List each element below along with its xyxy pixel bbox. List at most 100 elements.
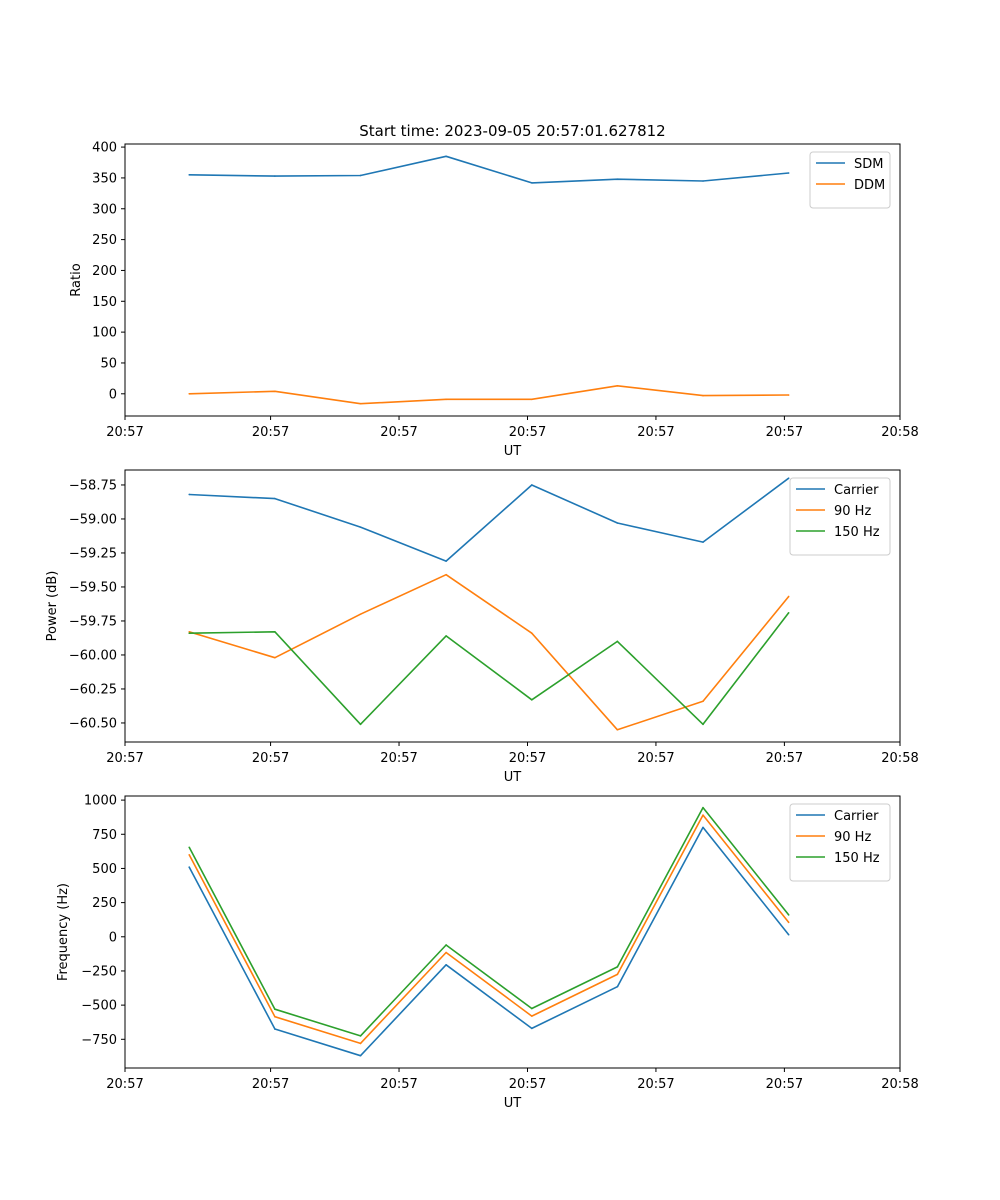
frequency-x-tick-label: 20:57 <box>637 1077 674 1092</box>
ratio-data-point <box>616 384 619 387</box>
power-legend-label: 150 Hz <box>834 525 880 540</box>
ratio-y-tick-label: 50 <box>100 356 117 371</box>
ratio-x-tick-label: 20:57 <box>637 425 674 440</box>
frequency-data-point <box>702 826 704 829</box>
power-x-tick-label: 20:57 <box>766 751 803 766</box>
frequency-data-point <box>702 814 704 816</box>
power-data-point <box>787 595 790 598</box>
frequency-series-carrier-line <box>188 826 790 1057</box>
power-data-point <box>530 699 533 701</box>
ratio-data-point <box>188 174 191 176</box>
power-series-90-hz-line <box>188 573 790 731</box>
power-data-point <box>530 632 533 634</box>
power-legend <box>789 477 891 556</box>
frequency-data-point <box>530 1007 533 1010</box>
power-axes-frame <box>124 469 901 743</box>
ratio-data-point <box>530 398 533 401</box>
power-data-point <box>359 613 362 615</box>
ratio-legend-label: SDM <box>854 157 883 172</box>
frequency-y-tick-label: −250 <box>81 964 117 979</box>
frequency-data-point <box>274 1028 276 1030</box>
frequency-y-tick-label: 500 <box>92 862 117 877</box>
ratio-data-point <box>359 402 362 405</box>
frequency-data-point <box>702 806 704 809</box>
power-data-point <box>445 560 447 562</box>
frequency-data-point <box>616 985 619 988</box>
frequency-data-point <box>787 914 790 916</box>
power-data-point <box>445 573 447 576</box>
power-data-point <box>188 631 191 633</box>
power-series-150-hz-line <box>189 612 790 726</box>
frequency-x-axis-label: UT <box>504 1096 522 1111</box>
power-data-point <box>616 522 619 524</box>
power-y-tick-label: −59.00 <box>69 512 117 527</box>
ratio-y-tick-label: 200 <box>92 264 117 279</box>
frequency-y-tick-label: 0 <box>109 930 117 945</box>
power-data-point <box>616 728 619 731</box>
power-x-tick-label: 20:57 <box>252 751 289 766</box>
power-x-tick-label: 20:57 <box>637 751 674 766</box>
ratio-data-point <box>530 182 533 184</box>
power-data-point <box>702 541 704 543</box>
power-data-point <box>274 497 276 500</box>
power-y-tick-label: −59.75 <box>69 614 117 629</box>
power-x-tick-label: 20:57 <box>509 751 546 766</box>
figure-title: Start time: 2023-09-05 20:57:01.627812 <box>359 122 665 140</box>
ratio-y-tick-label: 350 <box>92 171 117 186</box>
ratio-y-tick-label: 100 <box>92 326 117 341</box>
frequency-series-90-hz-line <box>188 814 790 1045</box>
power-data-point <box>274 631 276 633</box>
frequency-data-point <box>445 964 447 966</box>
power-y-tick-label: −60.25 <box>69 682 117 697</box>
frequency-legend <box>789 803 891 882</box>
frequency-data-point <box>188 866 191 868</box>
frequency-y-tick-label: 250 <box>92 896 117 911</box>
frequency-data-point <box>616 973 619 976</box>
power-data-point <box>359 526 362 528</box>
frequency-data-point <box>359 1054 362 1057</box>
ratio-data-point <box>445 398 447 401</box>
frequency-data-point <box>359 1042 362 1045</box>
frequency-x-tick-label: 20:57 <box>252 1077 289 1092</box>
frequency-data-point <box>616 966 619 968</box>
ratio-data-point <box>188 392 191 395</box>
power-y-tick-label: −58.75 <box>69 478 117 493</box>
frequency-data-point <box>445 951 447 954</box>
frequency-data-point <box>530 1027 533 1030</box>
ratio-x-tick-label: 20:57 <box>380 425 417 440</box>
ratio-data-point <box>702 394 704 397</box>
frequency-data-point <box>274 1008 276 1011</box>
ratio-x-tick-label: 20:57 <box>252 425 289 440</box>
ratio-series-sdm-line <box>189 155 789 184</box>
frequency-data-point <box>359 1035 362 1037</box>
power-y-tick-label: −60.50 <box>69 716 117 731</box>
frequency-data-point <box>787 921 790 924</box>
ratio-data-point <box>445 155 447 158</box>
ratio-y-tick-label: 300 <box>92 202 117 217</box>
frequency-data-point <box>445 944 447 946</box>
power-data-point <box>359 723 362 726</box>
frequency-x-tick-label: 20:57 <box>380 1077 417 1092</box>
frequency-legend-label: Carrier <box>834 809 879 824</box>
frequency-data-point <box>188 846 191 849</box>
power-data-point <box>616 640 619 643</box>
ratio-legend <box>809 151 891 209</box>
ratio-x-axis-label: UT <box>504 444 522 459</box>
power-data-point <box>274 656 276 659</box>
ratio-series-ddm-line <box>189 384 789 405</box>
ratio-data-point <box>274 390 276 393</box>
frequency-y-tick-label: −750 <box>81 1033 117 1048</box>
frequency-x-tick-label: 20:57 <box>509 1077 546 1092</box>
ratio-y-tick-label: 0 <box>109 387 117 402</box>
frequency-data-point <box>787 933 790 936</box>
power-y-axis-label: Power (dB) <box>45 571 60 642</box>
frequency-axes-frame <box>124 795 901 1069</box>
frequency-series-150-hz-line <box>188 806 790 1037</box>
ratio-y-tick-label: 150 <box>92 295 117 310</box>
frequency-data-point <box>530 1015 533 1017</box>
power-legend-label: 90 Hz <box>834 504 871 519</box>
ratio-x-tick-label: 20:57 <box>509 425 546 440</box>
frequency-y-axis-label: Frequency (Hz) <box>56 883 71 981</box>
power-data-point <box>702 700 704 702</box>
ratio-data-point <box>787 172 790 174</box>
